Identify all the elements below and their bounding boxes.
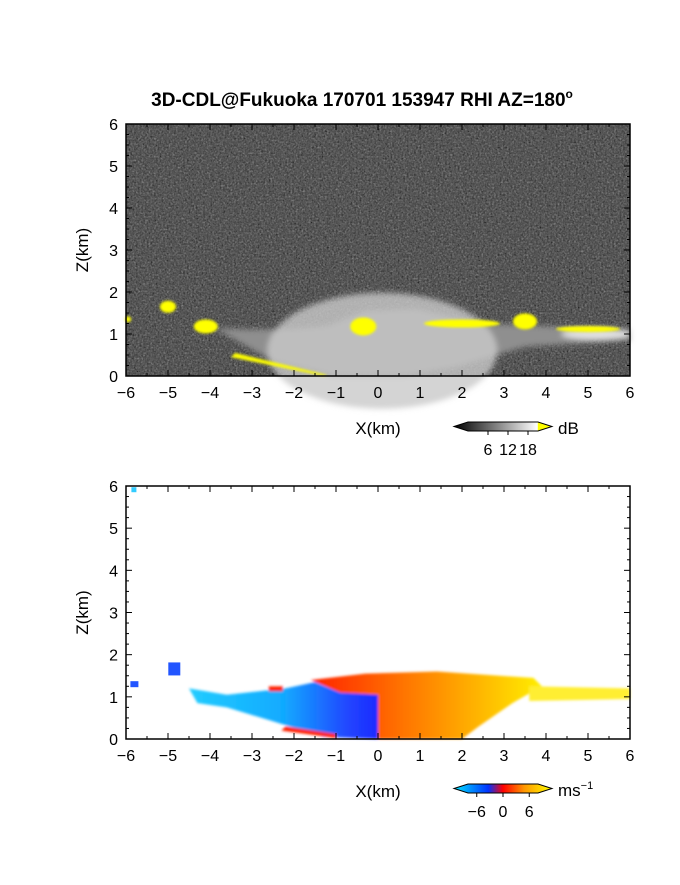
x-tick-label: 5 [584,385,593,402]
colorbar-tick-label: 18 [519,442,537,459]
y-tick-label: 4 [109,563,118,580]
y-axis-label: Z(km) [73,228,92,272]
x-tick-label: 3 [500,748,509,765]
colorbar-tick-label: 6 [484,442,493,459]
x-tick-label: 4 [542,385,551,402]
x-tick-label: 3 [500,385,509,402]
yellow-echo [424,319,500,328]
figure-title: 3D-CDL@Fukuoka 170701 153947 RHI AZ=180o [151,87,573,111]
x-tick-label: −6 [117,748,135,765]
colorbar [452,783,554,794]
x-tick-label: 6 [626,385,635,402]
colorbar-tick-label: −6 [468,804,486,821]
x-tick-label: −1 [327,748,345,765]
y-tick-label: 3 [109,606,118,623]
x-tick-label: 2 [458,385,467,402]
y-axis-label: Z(km) [73,590,92,634]
y-tick-label: 4 [109,201,118,218]
yellow-echo-ground [231,352,328,376]
x-tick-label: −1 [327,385,345,402]
x-axis-label: X(km) [355,782,400,801]
colorbar-unit: dB [558,419,579,438]
colorbar-tick-label: 12 [499,442,517,459]
y-tick-label: 1 [109,327,118,344]
yellow-echo [556,325,620,332]
velocity-fringe [281,726,336,739]
y-tick-label: 1 [109,690,118,707]
colorbar-tick-label: 0 [499,804,508,821]
y-tick-label: 2 [109,648,118,665]
x-tick-label: 0 [374,385,383,402]
x-tick-label: −6 [117,385,135,402]
y-tick-label: 0 [109,369,118,386]
y-tick-label: 6 [109,117,118,134]
x-axis-label: X(km) [355,419,400,438]
yellow-echo [350,317,377,336]
colorbar-unit: ms−1 [558,780,593,800]
y-tick-label: 6 [109,479,118,496]
x-tick-label: −2 [285,748,303,765]
yellow-echo [513,313,537,330]
x-tick-label: −2 [285,385,303,402]
x-tick-label: −3 [243,748,261,765]
isolated-echo [131,487,137,493]
colorbar [452,421,554,432]
x-tick-label: −4 [201,748,219,765]
x-tick-label: 1 [416,385,425,402]
yellow-echo [193,319,218,334]
x-tick-label: 4 [542,748,551,765]
y-tick-label: 3 [109,243,118,260]
colorbar-tick-label: 6 [525,804,534,821]
x-tick-label: 5 [584,748,593,765]
y-tick-label: 2 [109,285,118,302]
y-tick-label: 5 [109,159,118,176]
velocity-positive [310,671,542,739]
velocity-field [189,671,630,739]
isolated-echo [130,681,139,688]
y-tick-label: 0 [109,732,118,749]
x-tick-label: −5 [159,748,177,765]
x-tick-label: 6 [626,748,635,765]
yellow-echo [160,300,176,313]
velocity-fringe [268,686,283,692]
x-tick-label: −3 [243,385,261,402]
y-tick-label: 5 [109,521,118,538]
x-tick-label: −5 [159,385,177,402]
x-tick-label: −4 [201,385,219,402]
isolated-echo [168,662,181,676]
x-tick-label: 2 [458,748,467,765]
x-tick-label: 1 [416,748,425,765]
x-tick-label: 0 [374,748,383,765]
velocity-negative [189,682,378,739]
velocity-positive-tail [529,686,630,702]
